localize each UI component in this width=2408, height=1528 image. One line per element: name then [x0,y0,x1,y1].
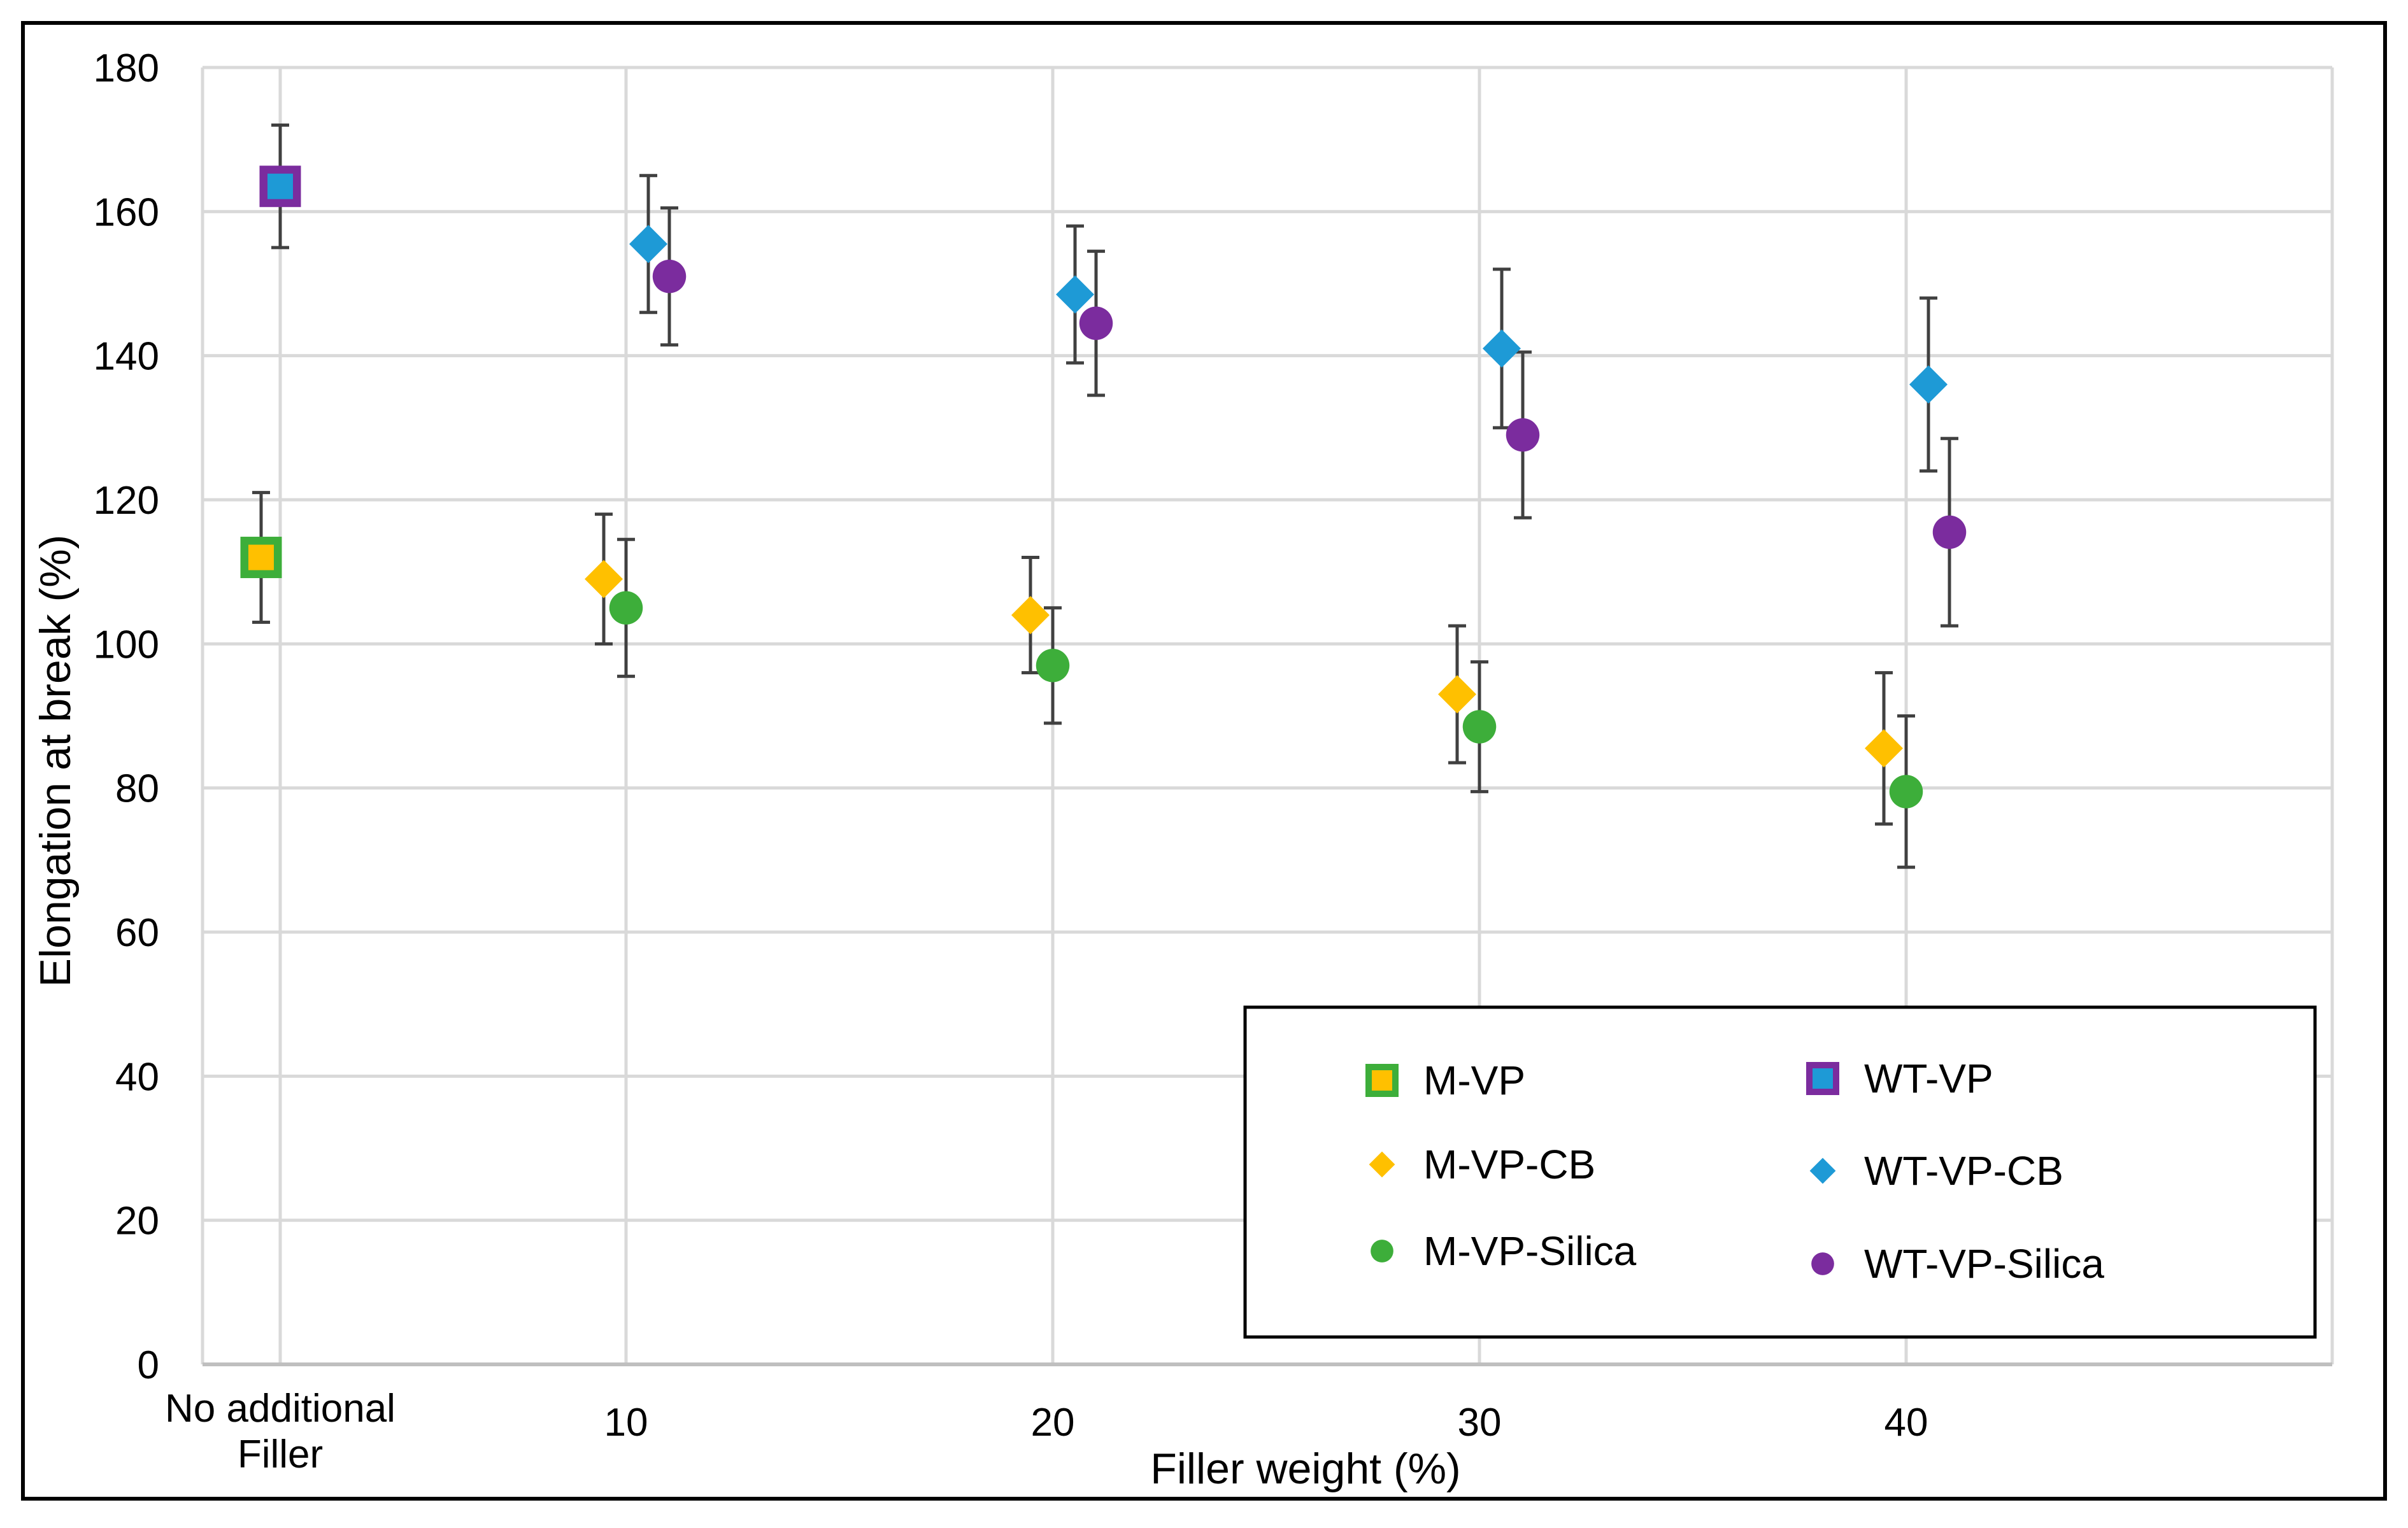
x-tick-label: Filler [238,1432,323,1476]
x-tick-label: 30 [1458,1401,1502,1445]
data-point-m-vp-cb [1865,729,1903,768]
y-tick-label: 40 [115,1055,159,1099]
legend-box [1243,1005,2317,1339]
data-point-wt-vp-cb [1483,329,1521,368]
data-point-wt-vp-silica [652,259,687,294]
legend-label: M-VP-Silica [1423,1228,1637,1274]
legend-marker-m-vp-silica [1371,1240,1393,1263]
x-tick-label: 20 [1031,1401,1075,1445]
data-point-wt-vp [259,166,301,208]
legend-label: M-VP-CB [1423,1142,1595,1187]
legend-marker-wt-vp-silica [1811,1252,1834,1275]
data-point-wt-vp-silica [1932,515,1967,549]
x-axis-label: Filler weight (%) [1150,1445,1460,1493]
legend-label: WT-VP [1864,1056,1993,1101]
data-point-wt-vp-silica [1079,306,1113,340]
data-point-m-vp-cb [585,560,623,598]
data-point-m-vp-silica [1889,775,1923,809]
data-point-m-vp-silica [1462,710,1497,744]
data-points [240,166,1967,809]
data-point-m-vp-cb [1011,596,1050,635]
y-tick-label: 180 [94,46,159,90]
data-point-wt-vp-cb [1056,275,1094,314]
legend: M-VP WT-VP M-VP-CB WT-VP-CB M-VP-Silica WT-VP… [1243,1005,2317,1339]
data-point-m-vp-silica [609,591,643,625]
legend-marker-m-vp-cb [1369,1151,1395,1178]
y-tick-label: 0 [138,1343,159,1387]
gridlines [201,66,2334,1366]
x-tick-label: No additional [165,1387,395,1431]
data-point-wt-vp-silica [1506,418,1540,452]
data-point-m-vp [240,537,282,579]
y-tick-label: 120 [94,479,159,523]
data-point-m-vp-cb [1438,675,1476,714]
y-tick-label: 20 [115,1199,159,1243]
y-tick-label: 100 [94,623,159,667]
y-tick-label: 80 [115,767,159,811]
data-point-m-vp-silica [1036,649,1070,683]
y-tick-label: 160 [94,190,159,234]
y-tick-label: 60 [115,911,159,955]
x-tick-label: 10 [604,1401,648,1445]
legend-label: WT-VP-CB [1864,1148,2063,1194]
x-tick-label: 40 [1884,1401,1928,1445]
legend-marker-m-vp [1365,1064,1399,1097]
legend-marker-wt-vp [1806,1062,1839,1095]
data-point-wt-vp-cb [1909,365,1948,404]
y-tick-labels: 0 20 40 60 80 100 120 140 160 180 [94,46,159,1387]
legend-marker-wt-vp-cb [1809,1157,1836,1184]
data-point-wt-vp-cb [629,225,667,264]
y-tick-label: 140 [94,335,159,379]
legend-label: WT-VP-Silica [1864,1241,2104,1287]
legend-label: M-VP [1423,1058,1525,1103]
y-axis-label: Elongation at break (%) [31,535,80,987]
